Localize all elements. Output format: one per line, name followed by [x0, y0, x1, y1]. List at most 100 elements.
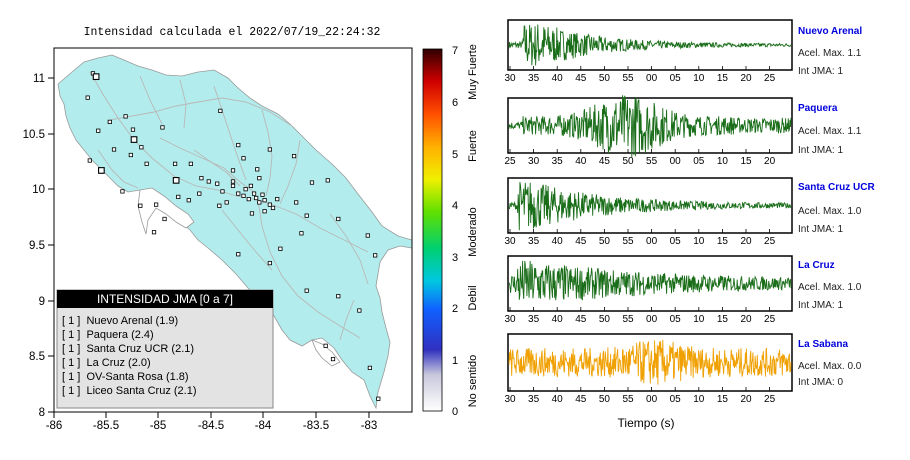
- trace-waveform: [508, 182, 792, 231]
- station-marker: [172, 161, 178, 166]
- x-tick-label: -85: [150, 420, 167, 432]
- time-tick-label: 55: [622, 236, 634, 247]
- colorbar-tick: 7: [452, 45, 458, 57]
- station-marker: [241, 193, 246, 198]
- trace-int-jma: Int JMA: 0: [798, 377, 843, 388]
- station-marker-highlighted: [130, 136, 138, 143]
- time-tick-label: 50: [599, 314, 611, 325]
- time-tick-label: 00: [646, 73, 658, 84]
- x-tick-label: -83.5: [303, 420, 329, 432]
- y-tick-label: 9: [39, 296, 45, 308]
- trace-acel-max: Acel. Max. 0.0: [798, 361, 862, 372]
- trace-acel-max: Acel. Max. 1.1: [798, 48, 862, 59]
- time-tick-label: 15: [740, 156, 752, 167]
- time-tick-label: 00: [646, 314, 658, 325]
- station-marker: [255, 167, 260, 172]
- station-marker: [267, 147, 272, 152]
- trace-acel-max: Acel. Max. 1.0: [798, 206, 862, 217]
- colorbar-tick: 1: [452, 355, 458, 367]
- time-tick-label: 25: [764, 236, 776, 247]
- station-marker: [230, 168, 236, 173]
- colorbar-tick: 2: [452, 303, 458, 315]
- station-marker: [188, 161, 193, 166]
- station-marker: [197, 191, 202, 196]
- trace-station-name: Santa Cruz UCR: [798, 182, 875, 193]
- time-tick-label: 05: [670, 236, 682, 247]
- station-marker: [270, 205, 276, 211]
- legend-item: [ 1 ] Paquera (2.4): [62, 329, 154, 341]
- time-tick-label: 05: [670, 314, 682, 325]
- time-tick-label: 30: [504, 236, 516, 247]
- time-tick-label: 45: [575, 73, 587, 84]
- intensity-colorbar: [422, 48, 443, 412]
- station-marker: [291, 153, 297, 159]
- station-marker: [236, 252, 241, 257]
- station-marker: [246, 197, 251, 202]
- time-tick-label: 05: [670, 394, 682, 405]
- trace-time-axis: 30 35 40 45 50 55 00 05 10 15 20 25: [504, 229, 776, 247]
- time-tick-label: 50: [599, 394, 611, 405]
- station-marker: [236, 191, 241, 196]
- station-marker: [275, 197, 280, 202]
- legend-item: [ 1 ] OV-Santa Rosa (1.8): [62, 371, 189, 383]
- station-marker: [96, 128, 101, 133]
- station-marker: [241, 156, 246, 161]
- station-marker: [336, 216, 341, 222]
- map-y-axis: 8 8.5 9 9.5 10 10.5 11: [23, 73, 54, 419]
- time-tick-label: 35: [528, 394, 540, 405]
- time-tick-label: 15: [717, 236, 729, 247]
- time-tick-label: 35: [552, 156, 564, 167]
- time-tick-label: 25: [764, 394, 776, 405]
- station-marker: [144, 161, 149, 166]
- station-marker: [249, 211, 255, 216]
- station-marker: [267, 260, 272, 266]
- station-marker: [215, 181, 220, 186]
- station-marker: [128, 152, 133, 158]
- time-tick-label: 30: [528, 156, 540, 167]
- colorbar-labels: No sentido Debil Moderado Fuerte Muy Fue…: [467, 44, 479, 407]
- colorbar-tick: 4: [452, 200, 458, 212]
- trace-acel-max: Acel. Max. 1.0: [798, 282, 862, 293]
- station-marker: [111, 147, 117, 152]
- station-marker-highlighted: [98, 167, 105, 174]
- time-tick-label: 20: [740, 236, 752, 247]
- trace-int-jma: Int JMA: 1: [798, 145, 843, 156]
- colorbar-label-moderado: Moderado: [467, 207, 479, 257]
- trace-station-name: La Sabana: [798, 339, 848, 350]
- station-marker: [243, 187, 248, 192]
- trace-int-jma: Int JMA: 1: [798, 66, 843, 77]
- time-tick-label: 10: [693, 236, 705, 247]
- time-tick-label: 50: [622, 156, 634, 167]
- trace-time-axis: 30 35 40 45 50 55 00 05 10 15 20 25: [504, 307, 776, 325]
- time-tick-label: 20: [764, 156, 776, 167]
- station-marker: [248, 183, 253, 188]
- station-marker: [294, 200, 299, 205]
- time-tick-label: 55: [622, 394, 634, 405]
- time-tick-label: 10: [693, 314, 705, 325]
- colorbar-tick: 6: [452, 97, 458, 109]
- time-tick-label: 55: [646, 156, 658, 167]
- station-marker: [230, 179, 236, 184]
- station-marker: [325, 178, 330, 183]
- y-tick-label: 10.5: [23, 129, 45, 141]
- time-tick-label: 30: [504, 314, 516, 325]
- trace-waveform: [508, 95, 792, 158]
- colorbar-tick: 5: [452, 149, 458, 161]
- intensity-legend: INTENSIDAD JMA [0 a 7] [ 1 ] Nuevo Arena…: [56, 289, 274, 409]
- time-tick-label: 40: [552, 394, 564, 405]
- colorbar-label-no-sentido: No sentido: [467, 355, 479, 408]
- station-marker: [120, 189, 125, 194]
- station-marker: [176, 194, 181, 200]
- time-tick-label: 20: [740, 314, 752, 325]
- station-marker: [357, 308, 362, 313]
- time-tick-label: 50: [599, 73, 611, 84]
- time-tick-label: 00: [646, 394, 658, 405]
- station-marker: [217, 203, 222, 208]
- trace-int-jma: Int JMA: 1: [798, 224, 843, 235]
- station-marker: [199, 176, 204, 181]
- trace-station-name: Nuevo Arenal: [798, 26, 862, 37]
- station-marker: [206, 179, 211, 184]
- station-marker: [373, 253, 378, 258]
- station-marker: [309, 180, 315, 185]
- time-tick-label: 25: [764, 73, 776, 84]
